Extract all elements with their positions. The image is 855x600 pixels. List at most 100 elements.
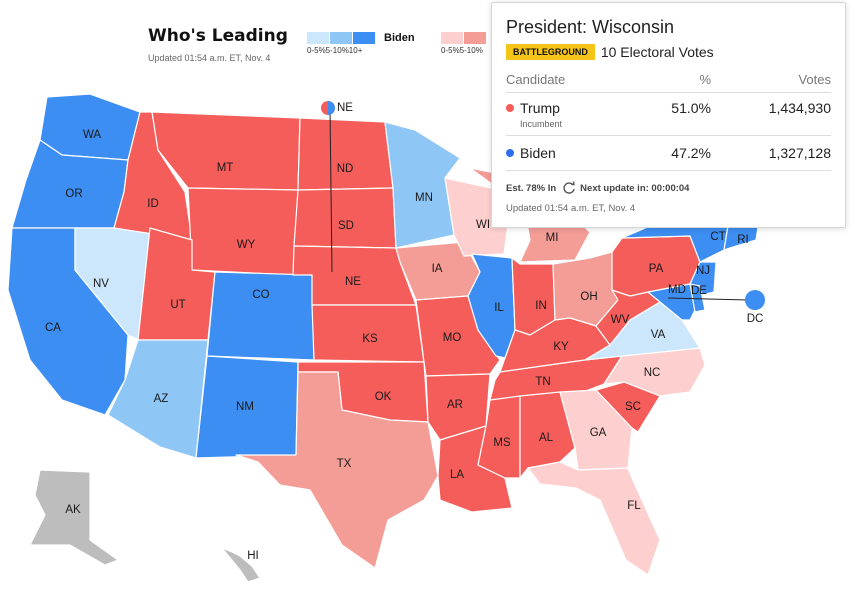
electoral-votes: 10 Electoral Votes (600, 44, 714, 60)
label-NC: NC (644, 367, 661, 379)
label-IN: IN (535, 300, 547, 312)
label-SC: SC (625, 401, 641, 413)
state-tooltip: President: Wisconsin BATTLEGROUND 10 Ele… (491, 2, 846, 228)
label-RI: RI (737, 234, 749, 246)
candidate-name: Biden (520, 145, 556, 161)
state-DE[interactable] (689, 283, 706, 313)
state-AK[interactable] (29, 469, 119, 566)
label-MN: MN (415, 192, 433, 204)
legend-biden-lean-swatch (307, 32, 329, 44)
ne-leader-line (329, 107, 333, 273)
label-GA: GA (590, 427, 607, 439)
results-header: Candidate % Votes (506, 72, 831, 93)
label-ND: ND (337, 163, 354, 175)
legend-trump-lean-swatch (441, 32, 463, 44)
col-votes: Votes (798, 72, 831, 87)
label-AR: AR (447, 399, 463, 411)
label-AK: AK (65, 504, 81, 516)
label-DE: DE (691, 285, 707, 297)
label-HI: HI (247, 550, 259, 562)
label-PA: PA (649, 263, 664, 275)
legend-biden-strong-swatch (353, 32, 375, 44)
label-AZ: AZ (154, 393, 169, 405)
battleground-badge: BATTLEGROUND (506, 44, 595, 60)
ne-split-marker-blue (328, 101, 335, 115)
state-ND[interactable] (297, 117, 394, 191)
state-SD[interactable] (293, 187, 397, 249)
tooltip-subtitle: BATTLEGROUND 10 Electoral Votes (506, 44, 831, 60)
dc-leader-line (667, 297, 749, 301)
candidate-percent: 51.0% (671, 100, 711, 116)
next-update-countdown: Next update in: 00:00:04 (580, 182, 690, 194)
dc-marker[interactable] (745, 290, 765, 310)
label-MD: MD (668, 284, 686, 296)
label-NE-marker: NE (337, 102, 353, 114)
state-TX[interactable] (235, 371, 439, 569)
label-MO: MO (443, 332, 462, 344)
tooltip-title: President: Wisconsin (506, 17, 675, 37)
biden-dot-icon (506, 149, 514, 157)
label-NV: NV (93, 278, 109, 290)
label-IL: IL (494, 302, 504, 314)
state-SC[interactable] (595, 381, 661, 433)
state-WY[interactable] (187, 187, 299, 276)
label-MI: MI (546, 232, 559, 244)
label-WA: WA (83, 129, 101, 141)
label-OH: OH (580, 291, 597, 303)
col-percent: % (699, 72, 711, 87)
label-TN: TN (535, 376, 550, 388)
label-IA: IA (432, 263, 443, 275)
label-UT: UT (170, 299, 185, 311)
label-KS: KS (362, 333, 378, 345)
tooltip-updated: Updated 01:54 a.m. ET, Nov. 4 (506, 203, 636, 214)
label-MT: MT (217, 162, 234, 174)
label-WV: WV (611, 314, 630, 326)
label-VA: VA (651, 329, 666, 341)
legend-trump: 0-5%5-10% (441, 32, 487, 55)
label-NJ: NJ (696, 265, 710, 277)
updated-timestamp: Updated 01:54 a.m. ET, Nov. 4 (148, 53, 271, 63)
map-header: Who's Leading Updated 01:54 a.m. ET, Nov… (148, 26, 288, 63)
label-OR: OR (65, 188, 82, 200)
incumbent-label: Incumbent (520, 119, 563, 129)
label-MS: MS (493, 437, 511, 449)
legend-biden-ranges: 0-5%5-10%10+ (307, 46, 363, 55)
legend-biden-name: Biden (384, 32, 415, 44)
label-NM: NM (236, 401, 254, 413)
refresh-icon (563, 181, 576, 194)
candidate-row: Trump Incumbent 51.0% 1,434,930 (506, 93, 831, 136)
estimate-row: Est. 78% In Next update in: 00:00:04 (506, 181, 831, 195)
state-CO[interactable] (206, 271, 315, 361)
legend-trump-ranges: 0-5%5-10% (441, 46, 483, 55)
candidate-votes: 1,434,930 (768, 100, 831, 116)
candidate-row: Biden 47.2% 1,327,128 (506, 136, 831, 171)
label-LA: LA (450, 469, 464, 481)
label-CO: CO (252, 289, 269, 301)
page-title: Who's Leading (148, 26, 288, 46)
legend-trump-mid-swatch (464, 32, 486, 44)
label-WI: WI (476, 219, 490, 231)
label-SD: SD (338, 220, 354, 232)
label-OK: OK (375, 391, 392, 403)
label-KY: KY (553, 341, 569, 353)
trump-dot-icon (506, 104, 514, 112)
label-ID: ID (147, 198, 159, 210)
col-candidate: Candidate (506, 72, 566, 87)
candidate-votes: 1,327,128 (768, 145, 831, 161)
state-HI[interactable] (221, 547, 261, 583)
legend-biden-mid-swatch (330, 32, 352, 44)
label-DC: DC (747, 313, 764, 325)
candidate-name: Trump (520, 100, 560, 116)
label-TX: TX (337, 458, 352, 470)
label-NE: NE (345, 276, 361, 288)
legend-biden: Biden 0-5%5-10%10+ (307, 32, 415, 55)
label-CA: CA (45, 322, 61, 334)
label-FL: FL (627, 500, 641, 512)
candidate-percent: 47.2% (671, 145, 711, 161)
estimate-in: Est. 78% In (506, 182, 557, 194)
label-AL: AL (539, 432, 554, 444)
state-FL[interactable] (527, 461, 661, 576)
label-WY: WY (237, 239, 256, 251)
label-CT: CT (710, 231, 725, 243)
